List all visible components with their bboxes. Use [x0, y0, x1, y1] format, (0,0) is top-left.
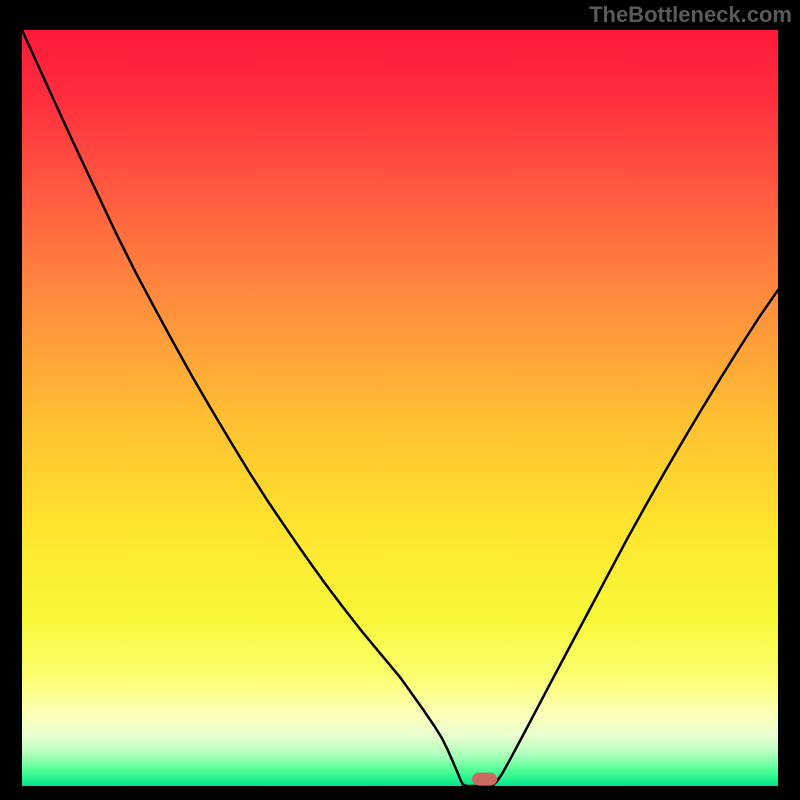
plot-area [22, 30, 778, 786]
bottleneck-curve [22, 30, 778, 786]
min-marker [472, 773, 498, 786]
watermark-text: TheBottleneck.com [589, 2, 792, 28]
chart-frame: TheBottleneck.com [0, 0, 800, 800]
curve-svg [22, 30, 778, 786]
